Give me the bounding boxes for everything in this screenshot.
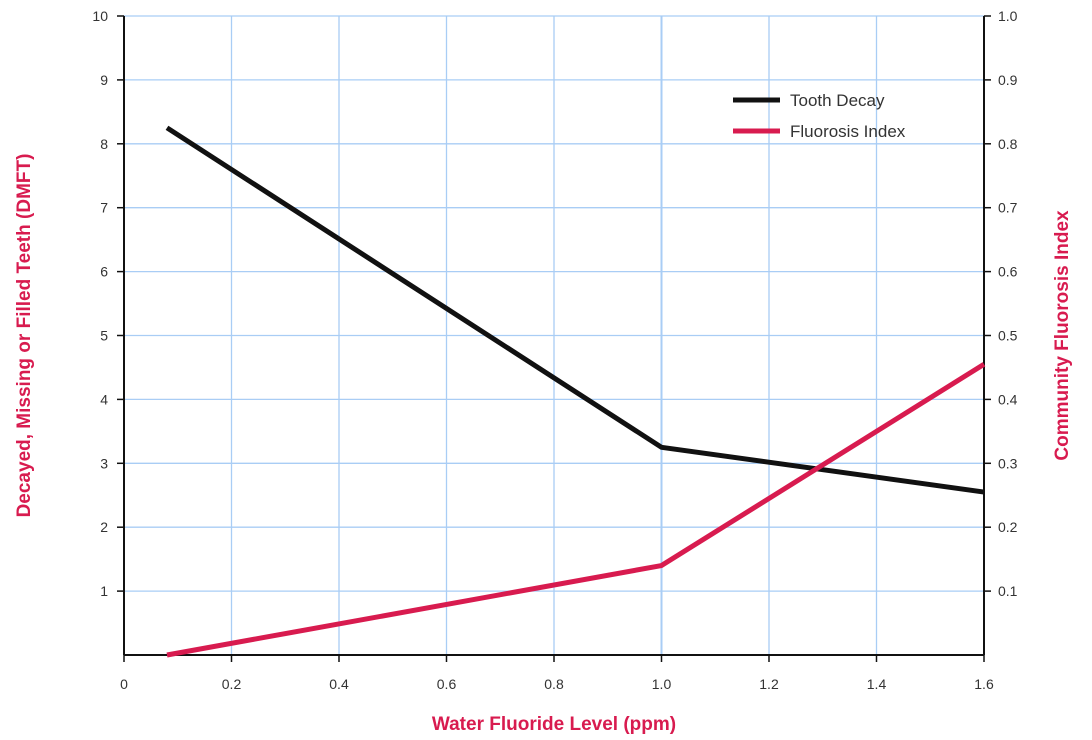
x-tick-label: 1.6 (974, 676, 994, 692)
right-y-tick-label: 0.3 (998, 455, 1018, 471)
x-tick-label: 0.2 (222, 676, 242, 692)
left-y-tick-label: 1 (100, 583, 108, 599)
x-tick-label: 0.6 (437, 676, 457, 692)
x-axis-ticks: 0 0.2 0.4 0.6 0.8 1.0 1.2 1.4 1.6 (120, 655, 994, 692)
legend-label: Tooth Decay (790, 91, 885, 110)
legend-label: Fluorosis Index (790, 122, 906, 141)
left-y-axis-ticks: 1 2 3 4 5 6 7 8 9 10 (92, 8, 124, 599)
right-y-tick-label: 1.0 (998, 8, 1018, 24)
grid (124, 15, 985, 655)
right-y-tick-label: 0.1 (998, 583, 1018, 599)
x-axis-title: Water Fluoride Level (ppm) (432, 714, 676, 735)
right-y-tick-label: 0.4 (998, 391, 1018, 407)
right-y-tick-label: 0.5 (998, 328, 1018, 344)
right-y-axis-ticks: 0.1 0.2 0.3 0.4 0.5 0.6 0.7 0.8 0.9 1.0 (984, 8, 1018, 599)
left-y-tick-label: 4 (100, 391, 108, 407)
x-tick-label: 1.4 (867, 676, 887, 692)
x-tick-label: 1.0 (652, 676, 672, 692)
left-y-tick-label: 3 (100, 455, 108, 471)
left-y-tick-label: 5 (100, 328, 108, 344)
left-y-tick-label: 7 (100, 200, 108, 216)
x-tick-label: 0.8 (544, 676, 564, 692)
right-y-tick-label: 0.8 (998, 136, 1018, 152)
left-y-tick-label: 6 (100, 264, 108, 280)
x-tick-label: 1.2 (759, 676, 779, 692)
right-y-tick-label: 0.7 (998, 200, 1018, 216)
left-y-axis-title: Decayed, Missing or Filled Teeth (DMFT) (14, 154, 35, 518)
series-line-fluorosis-index (166, 362, 986, 658)
right-y-tick-label: 0.6 (998, 264, 1018, 280)
series-line-tooth-decay (165, 125, 985, 495)
left-y-tick-label: 8 (100, 136, 108, 152)
left-y-tick-label: 9 (100, 72, 108, 88)
legend: Tooth Decay Fluorosis Index (733, 91, 906, 141)
right-y-tick-label: 0.9 (998, 72, 1018, 88)
series-lines (165, 125, 986, 658)
left-y-tick-label: 2 (100, 519, 108, 535)
right-y-axis-title: Community Fluorosis Index (1052, 210, 1073, 461)
right-y-tick-label: 0.2 (998, 519, 1018, 535)
left-y-tick-label: 10 (92, 8, 108, 24)
x-tick-label: 0 (120, 676, 128, 692)
x-tick-label: 0.4 (329, 676, 349, 692)
